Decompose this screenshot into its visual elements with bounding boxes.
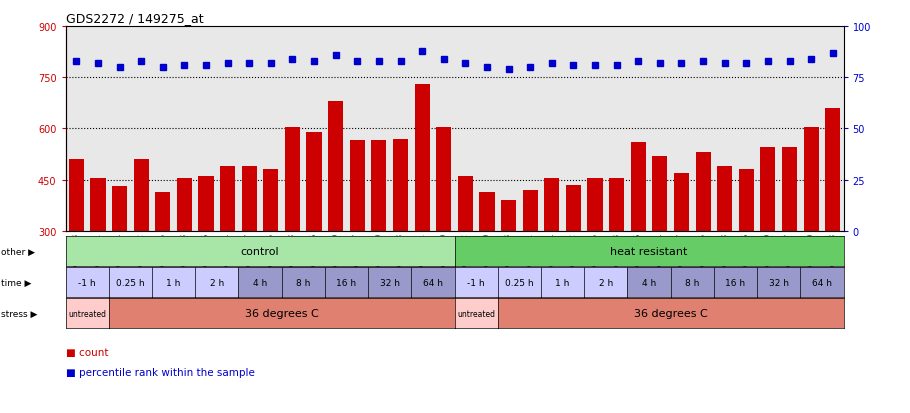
- Bar: [220, 166, 235, 231]
- Bar: [156, 192, 170, 231]
- Bar: [90, 178, 106, 231]
- Text: untreated: untreated: [68, 309, 106, 318]
- Text: 8 h: 8 h: [685, 278, 700, 287]
- Bar: [501, 201, 516, 231]
- Bar: [177, 178, 192, 231]
- Bar: [522, 190, 538, 231]
- Text: 36 degrees C: 36 degrees C: [633, 309, 708, 318]
- Bar: [739, 170, 753, 231]
- Bar: [674, 173, 689, 231]
- Text: 36 degrees C: 36 degrees C: [245, 309, 318, 318]
- Bar: [458, 177, 473, 231]
- Text: 8 h: 8 h: [296, 278, 310, 287]
- Bar: [285, 127, 300, 231]
- Bar: [609, 178, 624, 231]
- Text: stress ▶: stress ▶: [1, 309, 37, 318]
- Bar: [329, 102, 343, 231]
- Text: 64 h: 64 h: [423, 278, 443, 287]
- Bar: [695, 153, 711, 231]
- Bar: [436, 127, 451, 231]
- Text: 16 h: 16 h: [337, 278, 357, 287]
- Bar: [349, 141, 365, 231]
- Text: 0.25 h: 0.25 h: [116, 278, 145, 287]
- Bar: [588, 178, 602, 231]
- Bar: [761, 148, 775, 231]
- Bar: [782, 148, 797, 231]
- Bar: [198, 177, 214, 231]
- Text: 16 h: 16 h: [725, 278, 745, 287]
- Bar: [242, 166, 257, 231]
- Text: 1 h: 1 h: [555, 278, 570, 287]
- Text: 0.25 h: 0.25 h: [505, 278, 533, 287]
- Text: control: control: [241, 247, 279, 256]
- Bar: [263, 170, 278, 231]
- Text: 32 h: 32 h: [769, 278, 789, 287]
- Bar: [69, 160, 84, 231]
- Text: 1 h: 1 h: [167, 278, 181, 287]
- Text: 2 h: 2 h: [209, 278, 224, 287]
- Bar: [307, 133, 321, 231]
- Bar: [804, 127, 819, 231]
- Text: 64 h: 64 h: [812, 278, 832, 287]
- Text: untreated: untreated: [457, 309, 495, 318]
- Bar: [652, 156, 667, 231]
- Bar: [825, 109, 840, 231]
- Text: ■ percentile rank within the sample: ■ percentile rank within the sample: [66, 368, 255, 377]
- Text: -1 h: -1 h: [78, 278, 96, 287]
- Text: 32 h: 32 h: [379, 278, 399, 287]
- Text: -1 h: -1 h: [468, 278, 485, 287]
- Bar: [134, 160, 148, 231]
- Text: GDS2272 / 149275_at: GDS2272 / 149275_at: [66, 12, 203, 25]
- Bar: [393, 139, 408, 231]
- Bar: [566, 185, 581, 231]
- Bar: [371, 141, 387, 231]
- Bar: [480, 192, 494, 231]
- Text: time ▶: time ▶: [1, 278, 31, 287]
- Text: 4 h: 4 h: [642, 278, 656, 287]
- Bar: [112, 187, 127, 231]
- Bar: [544, 178, 560, 231]
- Bar: [415, 85, 430, 231]
- Text: ■ count: ■ count: [66, 347, 108, 357]
- Text: heat resistant: heat resistant: [611, 247, 688, 256]
- Text: 4 h: 4 h: [253, 278, 268, 287]
- Text: 2 h: 2 h: [599, 278, 613, 287]
- Text: other ▶: other ▶: [1, 247, 35, 256]
- Bar: [717, 166, 733, 231]
- Bar: [631, 143, 646, 231]
